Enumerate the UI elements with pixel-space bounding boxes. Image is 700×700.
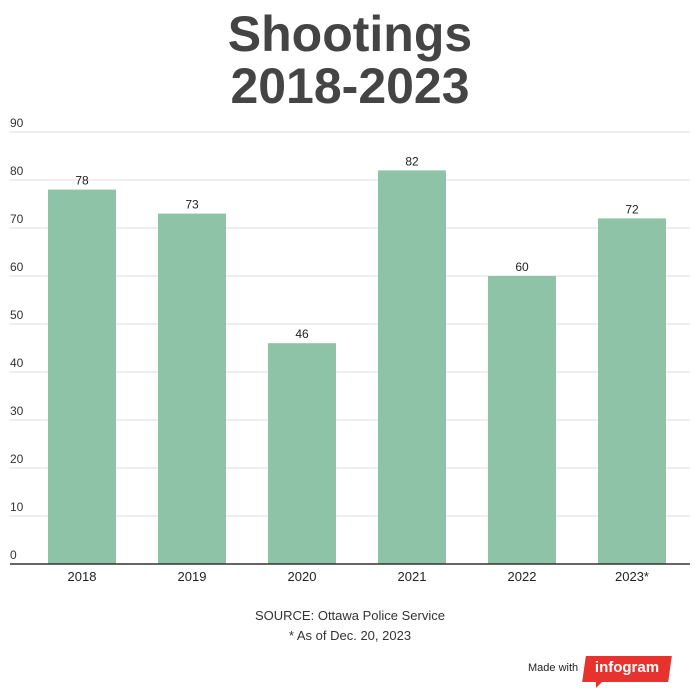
y-tick-label: 0 <box>10 548 17 562</box>
date-note: * As of Dec. 20, 2023 <box>288 628 412 643</box>
data-label: 60 <box>515 260 529 274</box>
x-tick-label: 2021 <box>398 569 427 584</box>
y-tick-label: 50 <box>10 308 24 322</box>
y-tick-label: 70 <box>10 212 24 226</box>
bar <box>598 218 666 564</box>
bar <box>48 189 116 564</box>
logo-text: infogram <box>594 659 660 676</box>
x-tick-label: 2023* <box>615 569 649 584</box>
bar <box>378 170 446 564</box>
x-tick-label: 2019 <box>178 569 207 584</box>
data-label: 78 <box>75 174 89 188</box>
data-label: 82 <box>405 154 419 168</box>
x-tick-label: 2018 <box>68 569 97 584</box>
y-tick-label: 90 <box>10 116 24 130</box>
chart-title: Shootings 2018-2023 <box>0 8 700 112</box>
data-label: 73 <box>185 198 199 212</box>
data-label: 46 <box>295 327 309 341</box>
logo-tail <box>596 678 606 688</box>
x-tick-label: 2020 <box>288 569 317 584</box>
chart-footer: SOURCE: Ottawa Police Service * As of De… <box>0 606 700 646</box>
bar <box>268 343 336 564</box>
infogram-logo[interactable]: infogram <box>582 656 672 690</box>
y-tick-label: 80 <box>10 164 24 178</box>
chart-title-line-2: 2018-2023 <box>230 58 470 114</box>
y-tick-label: 60 <box>10 260 24 274</box>
y-tick-label: 40 <box>10 356 24 370</box>
made-with-label: Made with <box>528 662 579 674</box>
y-tick-label: 20 <box>10 452 24 466</box>
bar <box>158 213 226 564</box>
bar <box>488 276 556 564</box>
y-tick-label: 10 <box>10 500 24 514</box>
chart-title-line-1: Shootings <box>227 6 473 62</box>
x-tick-label: 2022 <box>508 569 537 584</box>
data-label: 72 <box>625 202 639 216</box>
source-note: SOURCE: Ottawa Police Service <box>254 608 445 623</box>
y-tick-label: 30 <box>10 404 24 418</box>
